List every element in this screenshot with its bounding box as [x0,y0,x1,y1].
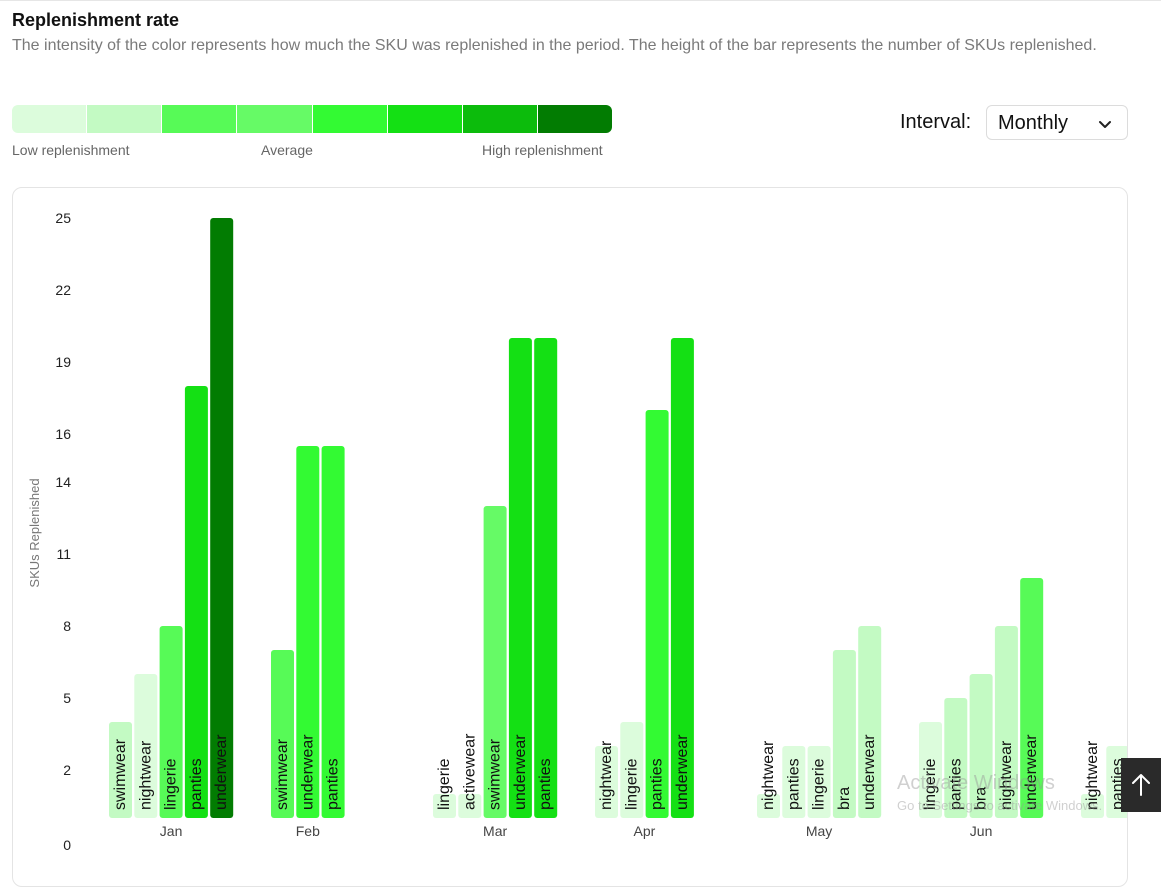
bar [508,338,532,818]
bar [109,722,132,818]
bar [807,746,831,818]
bar [483,506,507,818]
y-tick-label: 11 [56,546,71,562]
bar-label: lingerie [163,758,180,810]
x-category-label: Feb [296,823,320,839]
y-tick-label: 5 [63,690,71,706]
legend-swatch [237,105,313,133]
bar-label: underwear [674,734,691,810]
bar [271,650,294,818]
y-tick-label: 2 [63,762,71,778]
bar [534,338,558,818]
bar-label: panties [325,758,342,810]
bar [210,218,234,818]
bar [433,794,456,818]
bar-label: lingerie [811,758,828,810]
bar-label: swimwear [274,738,291,810]
bar [645,410,669,818]
bar-label: underwear [1023,734,1040,810]
bar [969,674,993,818]
bar-label: activewear [461,733,478,810]
bar [184,386,208,818]
section-description: The intensity of the color represents ho… [12,37,1097,54]
legend-swatch [312,105,388,133]
bar-label: underwear [299,734,316,810]
bar [134,674,158,818]
legend-swatch [387,105,463,133]
legend-low-label: Low replenishment [12,142,130,158]
legend-swatch [462,105,538,133]
legend-swatch [87,105,163,133]
bar-label: lingerie [922,758,939,810]
legend-high-label: High replenishment [482,142,603,158]
bar-label: nightwear [598,740,615,810]
legend-swatch [12,105,88,133]
bar-label: nightwear [137,740,154,810]
watermark-subtitle: Go to Settings to activate Windows. [897,798,1103,813]
bar-label: underwear [861,734,878,810]
section-title: Replenishment rate [12,10,180,30]
y-axis-label: SKUs Replenished [27,478,42,587]
bar-label: lingerie [436,758,453,810]
color-scale-legend [12,105,612,133]
bar-label: nightwear [760,740,777,810]
bar [296,446,320,818]
bar [321,446,345,818]
bar-label: underwear [213,734,230,810]
bar [670,338,694,818]
bar-label: underwear [512,734,529,810]
bar [159,626,183,818]
x-category-label: Mar [483,823,507,839]
chart-panel: 0 2 5 8 11 14 16 19 22 25 SKUs Replenished swimwear… [12,187,1128,887]
chevron-down-icon [1099,121,1111,128]
bar [782,746,806,818]
bar [595,746,618,818]
legend-swatch [537,105,612,133]
bar [832,650,856,818]
bar-label: panties [537,758,554,810]
y-tick-label: 25 [55,210,71,226]
interval-selected-value: Monthly [998,112,1069,134]
y-tick-label: 14 [55,474,71,490]
bar-label: panties [649,758,666,810]
arrow-up-icon [1132,774,1150,796]
bar [994,626,1018,818]
top-divider [0,0,1161,1]
bar [458,794,482,818]
bar-label: swimwear [112,738,129,810]
scroll-to-top-button[interactable] [1121,758,1161,812]
bar-label: panties [785,758,802,810]
bar [944,698,968,818]
interval-label: Interval: [900,111,972,133]
bar [858,626,882,818]
bar [757,794,780,818]
x-category-label: May [806,823,832,839]
y-tick-label: 19 [55,354,71,370]
x-category-label: Jan [160,823,183,839]
y-tick-label: 16 [55,426,71,442]
bar-label: swimwear [487,738,504,810]
watermark-title: Activate Windows [897,772,1055,794]
bar-label: panties [188,758,205,810]
bar-label: panties [947,758,964,810]
bar [1020,578,1044,818]
bar-label: bra [973,787,990,810]
y-tick-label: 0 [63,837,71,853]
y-tick-label: 8 [63,618,71,634]
bar [919,722,942,818]
bar-label: nightwear [998,740,1015,810]
interval-dropdown[interactable]: Monthly [986,105,1128,140]
y-tick-label: 22 [55,282,71,298]
bar [620,722,644,818]
legend-mid-label: Average [261,142,313,158]
bar [1081,794,1104,818]
bar-label: nightwear [1084,740,1101,810]
bar-label: bra [836,787,853,810]
x-category-label: Apr [634,823,656,839]
x-category-label: Jun [970,823,993,839]
bar-label: lingerie [623,758,640,810]
legend-swatch [162,105,238,133]
